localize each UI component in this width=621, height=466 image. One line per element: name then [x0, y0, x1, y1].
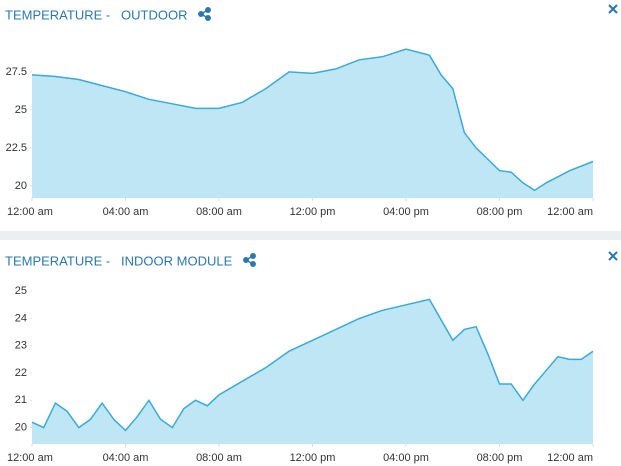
x-tick-label: 12:00 am	[547, 206, 593, 218]
line	[31, 48, 594, 192]
share-icon[interactable]	[243, 253, 256, 267]
y-tick-label: 22.5	[6, 142, 27, 154]
x-tick-label: 12:00 am	[7, 452, 53, 464]
x-tick-label: 08:00 pm	[477, 206, 523, 218]
line	[31, 298, 594, 432]
x-tick-label: 12:00 am	[547, 452, 593, 464]
x-tick-label: 08:00 am	[196, 452, 242, 464]
y-tick-label: 24	[15, 312, 27, 324]
chart-title: TEMPERATURE - OUTDOOR	[5, 7, 187, 22]
x-tick-label: 08:00 pm	[477, 452, 523, 464]
y-tick-label: 22	[15, 367, 27, 379]
x-tick-label: 12:00 pm	[290, 452, 336, 464]
area	[32, 49, 593, 198]
chart-title: TEMPERATURE - INDOOR MODULE	[5, 253, 233, 268]
x-tick-label: 04:00 am	[103, 452, 149, 464]
share-icon[interactable]	[198, 7, 211, 21]
y-tick-label: 20	[15, 180, 27, 192]
separator	[0, 231, 621, 240]
y-tick-label: 20	[15, 422, 27, 434]
x-tick-label: 08:00 am	[196, 206, 242, 218]
y-tick-label: 21	[15, 394, 27, 406]
y-tick-label: 25	[15, 285, 27, 297]
area	[32, 299, 593, 444]
close-icon[interactable]	[608, 251, 618, 261]
y-tick-label: 25	[15, 104, 27, 116]
y-tick-label: 27.5	[6, 66, 27, 78]
x-tick-label: 12:00 am	[7, 206, 53, 218]
close-icon[interactable]	[608, 4, 618, 14]
x-tick-label: 04:00 pm	[383, 206, 429, 218]
y-tick-label: 23	[15, 340, 27, 352]
x-tick-label: 12:00 pm	[290, 206, 336, 218]
x-tick-label: 04:00 am	[103, 206, 149, 218]
x-tick-label: 04:00 pm	[383, 452, 429, 464]
